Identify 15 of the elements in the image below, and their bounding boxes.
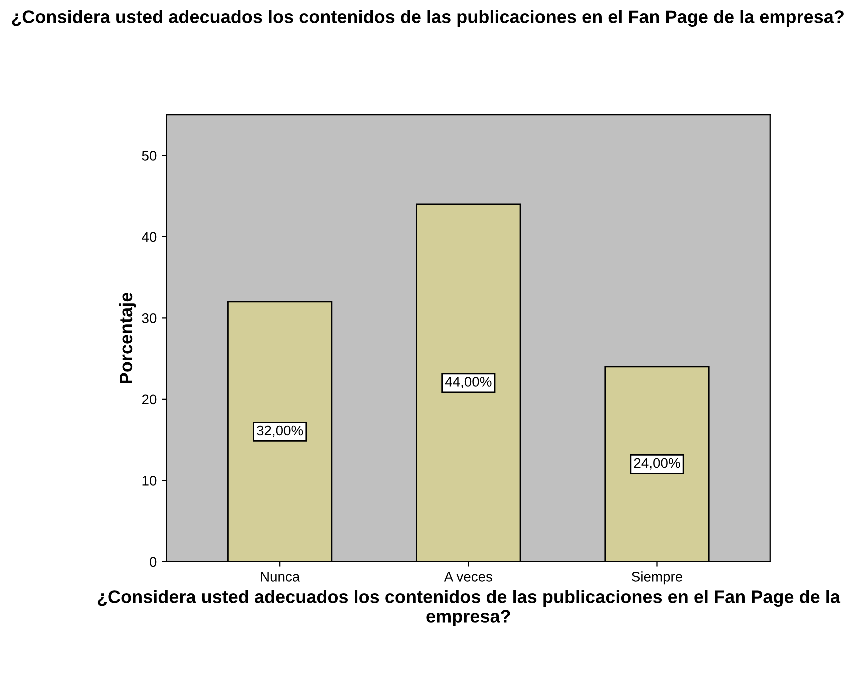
y-tick-label: 50 — [142, 151, 157, 161]
y-tick-label: 0 — [150, 557, 157, 568]
y-tick-label: 40 — [142, 232, 157, 242]
y-tick-label: 30 — [142, 314, 157, 324]
x-axis-title: ¿Considera usted adecuados los contenidos de las publicaciones en el Fan Page de la empresa? — [98, 590, 841, 626]
y-tick-label: 20 — [142, 394, 157, 405]
data-label: 44,00% — [445, 377, 492, 389]
data-label: 24,00% — [634, 458, 680, 470]
data-label: 32,00% — [257, 426, 304, 438]
x-tick-label: Nunca — [261, 572, 300, 582]
x-tick-label: Siempre — [632, 572, 682, 585]
x-tick-label: A veces — [444, 572, 492, 582]
chart-title: ¿Considera usted adecuados los contenidos de las publicaciones en el Fan Page de la empresa? — [12, 10, 844, 28]
y-tick-label: 10 — [142, 476, 157, 486]
y-axis-title: Porcentaje — [119, 292, 136, 384]
